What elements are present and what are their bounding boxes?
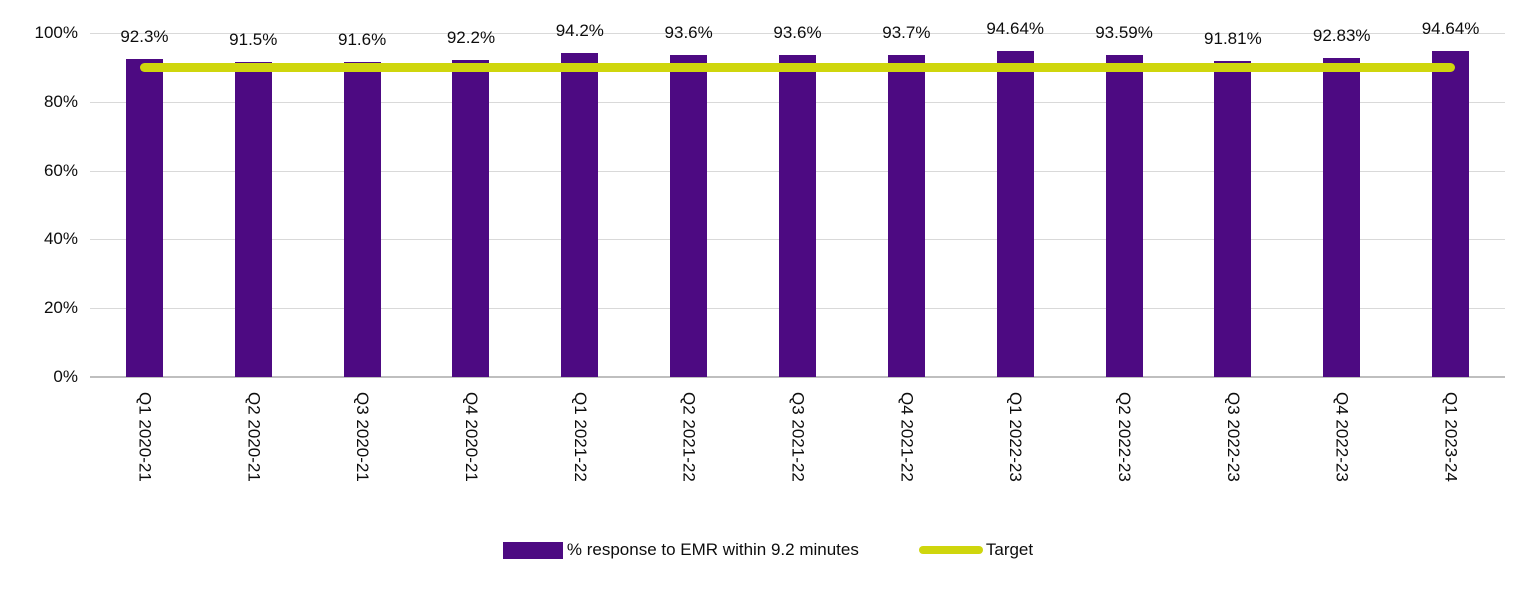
bar-value-label: 94.64% — [1421, 19, 1480, 39]
y-axis-tick-label: 0% — [53, 367, 78, 386]
x-axis-label: Q1 2022-23 — [1006, 392, 1026, 482]
x-axis-label: Q4 2022-23 — [1332, 392, 1352, 482]
target-line-swatch — [918, 546, 983, 554]
bar-value-label: 91.5% — [229, 30, 278, 50]
bar-value-label: 92.2% — [446, 27, 496, 47]
target-label: Target — [985, 540, 1034, 559]
x-axis-label: Q3 2022-23 — [1223, 392, 1243, 482]
bar — [779, 55, 816, 377]
bar — [996, 51, 1034, 377]
bar — [887, 54, 925, 377]
x-axis-label: Q1 2021-22 — [570, 392, 590, 482]
bar-value-label: 91.6% — [338, 29, 387, 49]
x-axis-line — [90, 376, 1505, 378]
bar-value-label: 91.81% — [1204, 29, 1262, 49]
x-axis-label: Q2 2021-22 — [679, 392, 699, 482]
bar-series-label: % response to EMR within 9.2 minutes — [566, 540, 859, 559]
x-axis-label: Q2 2020-21 — [244, 392, 264, 482]
bar — [670, 55, 708, 377]
bar-series-swatch — [502, 541, 563, 559]
x-axis-label: Q1 2020-21 — [135, 392, 155, 482]
bar — [234, 62, 272, 377]
bar — [1214, 61, 1252, 377]
bar — [1432, 51, 1470, 377]
legend-item-bar-series: % response to EMR within 9.2 minutes — [502, 540, 859, 560]
bar — [1105, 55, 1143, 377]
y-axis-tick-label: 20% — [43, 298, 78, 318]
bar-value-label: 93.6% — [664, 23, 713, 43]
bar-value-label: 94.2% — [555, 20, 604, 40]
x-axis-label: Q2 2022-23 — [1115, 392, 1135, 482]
gridline — [90, 33, 1505, 34]
x-axis-label: Q3 2020-21 — [353, 392, 373, 482]
bar-value-label: 93.7% — [882, 22, 931, 42]
bar-value-label: 93.6% — [773, 23, 822, 43]
y-axis-tick-label: 40% — [43, 229, 78, 249]
x-axis-label: Q1 2023-24 — [1441, 392, 1461, 482]
bar-value-label: 92.83% — [1312, 25, 1371, 45]
bar — [125, 59, 163, 377]
bar — [561, 52, 599, 377]
bar-value-label: 94.64% — [986, 19, 1045, 39]
x-axis-label: Q3 2021-22 — [788, 392, 808, 482]
bar — [452, 59, 490, 377]
legend: % response to EMR within 9.2 minutes Tar… — [0, 540, 1536, 560]
bar-value-label: 92.3% — [120, 27, 169, 47]
y-axis-tick-label: 80% — [43, 91, 78, 111]
x-axis-label: Q4 2020-21 — [461, 392, 481, 482]
legend-item-target: Target — [918, 540, 1034, 560]
y-axis-tick-label: 100% — [34, 23, 78, 42]
x-axis-label: Q4 2021-22 — [897, 392, 917, 482]
y-axis-tick-label: 60% — [43, 160, 78, 180]
bar-value-label: 93.59% — [1095, 23, 1153, 43]
bar — [343, 61, 381, 377]
bar — [1323, 57, 1361, 377]
target-line — [139, 62, 1456, 72]
